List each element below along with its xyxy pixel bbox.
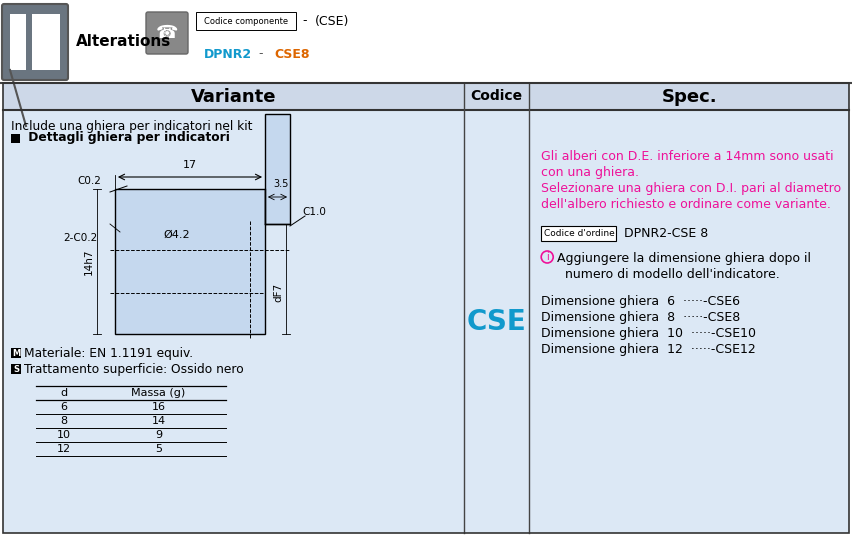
Text: Dimensione ghiera  10  ·····-CSE10: Dimensione ghiera 10 ·····-CSE10 <box>541 327 757 340</box>
Text: Variante: Variante <box>191 87 276 106</box>
Text: Trattamento superficie: Ossido nero: Trattamento superficie: Ossido nero <box>24 362 244 376</box>
Text: 3.5: 3.5 <box>273 179 289 189</box>
Text: 2-C0.2: 2-C0.2 <box>63 233 97 243</box>
Text: Gli alberi con D.E. inferiore a 14mm sono usati: Gli alberi con D.E. inferiore a 14mm son… <box>541 150 834 163</box>
Text: Codice componente: Codice componente <box>204 17 288 26</box>
Text: Selezionare una ghiera con D.I. pari al diametro: Selezionare una ghiera con D.I. pari al … <box>541 182 841 195</box>
Bar <box>10 14 26 70</box>
Text: S: S <box>13 364 19 374</box>
Text: con una ghiera.: con una ghiera. <box>541 166 639 179</box>
Text: -: - <box>258 48 262 61</box>
Text: Include una ghiera per indicatori nel kit: Include una ghiera per indicatori nel ki… <box>11 120 252 133</box>
Text: Dimensione ghiera  6  ·····-CSE6: Dimensione ghiera 6 ·····-CSE6 <box>541 295 740 308</box>
Text: 14h7: 14h7 <box>84 248 94 275</box>
Bar <box>541 226 616 241</box>
Bar <box>3 83 849 110</box>
Text: CSE: CSE <box>467 308 527 336</box>
Text: 17: 17 <box>183 160 197 170</box>
Bar <box>32 14 60 70</box>
Text: Codice d'ordine: Codice d'ordine <box>544 229 615 238</box>
Text: Spec.: Spec. <box>661 87 717 106</box>
Text: i: i <box>546 252 549 262</box>
Text: 14: 14 <box>152 416 165 426</box>
Text: 12: 12 <box>56 444 71 454</box>
Text: 8: 8 <box>60 416 67 426</box>
Text: Dimensione ghiera  12  ·····-CSE12: Dimensione ghiera 12 ·····-CSE12 <box>541 343 756 356</box>
Text: 16: 16 <box>152 402 165 412</box>
Text: ☎: ☎ <box>156 24 178 42</box>
Bar <box>115 189 265 334</box>
Bar <box>265 114 290 224</box>
Text: Alterations: Alterations <box>76 34 171 49</box>
Text: C1.0: C1.0 <box>302 207 325 217</box>
Text: CSE8: CSE8 <box>274 48 309 61</box>
Text: DPNR2: DPNR2 <box>204 48 252 61</box>
Text: Massa (g): Massa (g) <box>131 388 186 398</box>
Text: dell'albero richiesto e ordinare come variante.: dell'albero richiesto e ordinare come va… <box>541 198 831 211</box>
Bar <box>196 12 296 30</box>
Text: -: - <box>302 14 307 27</box>
Text: M: M <box>12 348 20 358</box>
FancyBboxPatch shape <box>146 12 188 54</box>
Text: DPNR2-CSE 8: DPNR2-CSE 8 <box>620 227 709 240</box>
Text: 6: 6 <box>60 402 67 412</box>
Text: Aggiungere la dimensione ghiera dopo il: Aggiungere la dimensione ghiera dopo il <box>557 252 811 265</box>
Text: Dettagli ghiera per indicatori: Dettagli ghiera per indicatori <box>24 131 230 145</box>
Bar <box>3 83 849 533</box>
Text: Dimensione ghiera  8  ·····-CSE8: Dimensione ghiera 8 ·····-CSE8 <box>541 311 740 324</box>
Text: 5: 5 <box>155 444 162 454</box>
Text: (CSE): (CSE) <box>315 14 349 27</box>
Text: dF7: dF7 <box>273 282 283 302</box>
Bar <box>11 134 20 143</box>
Text: C0.2: C0.2 <box>77 176 101 186</box>
Bar <box>0 0 852 83</box>
Text: 10: 10 <box>56 430 71 440</box>
Text: d: d <box>60 388 67 398</box>
Text: 9: 9 <box>155 430 162 440</box>
Text: Codice: Codice <box>470 90 523 103</box>
Bar <box>11 364 21 374</box>
Text: Ø4.2: Ø4.2 <box>164 230 190 240</box>
Text: numero di modello dell'indicatore.: numero di modello dell'indicatore. <box>565 268 780 281</box>
Bar <box>11 348 21 358</box>
Bar <box>3 83 849 533</box>
FancyBboxPatch shape <box>2 4 68 80</box>
Text: Materiale: EN 1.1191 equiv.: Materiale: EN 1.1191 equiv. <box>24 346 193 360</box>
